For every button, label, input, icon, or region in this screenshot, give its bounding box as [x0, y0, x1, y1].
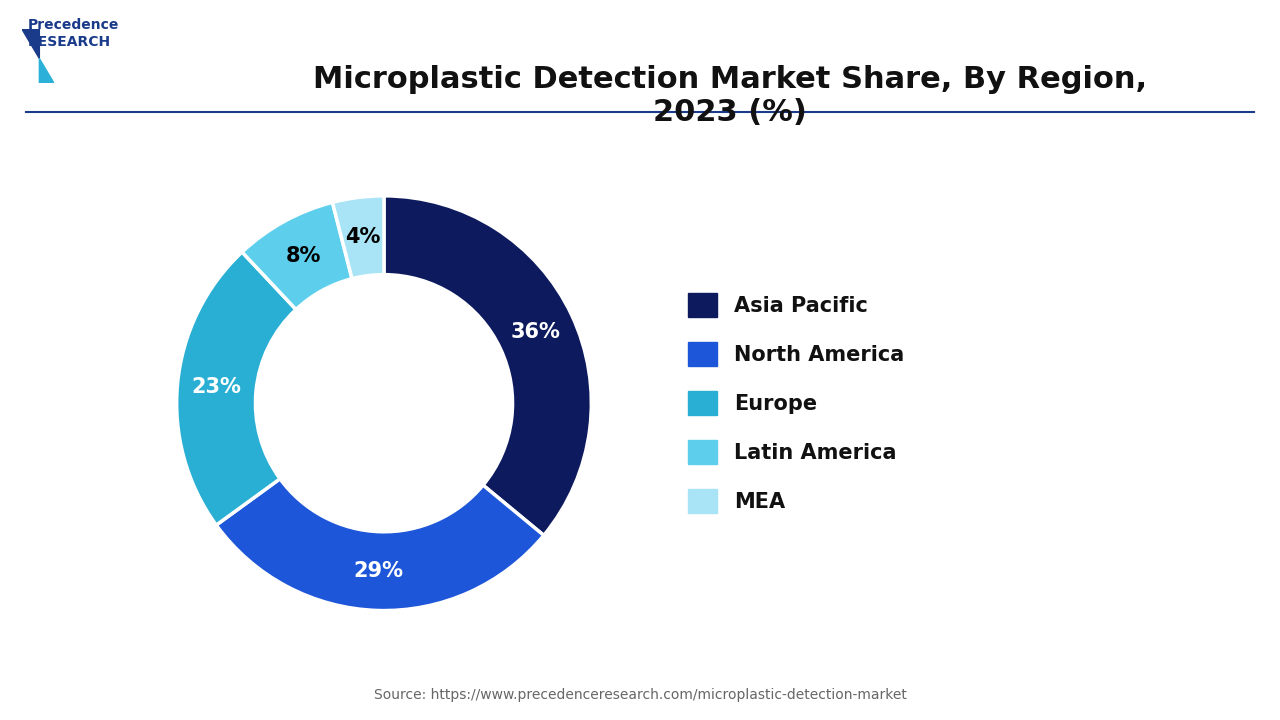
Wedge shape: [216, 479, 544, 611]
Text: Precedence
RESEARCH: Precedence RESEARCH: [28, 18, 119, 49]
Text: 29%: 29%: [353, 561, 403, 581]
Wedge shape: [177, 252, 296, 525]
Text: 36%: 36%: [511, 322, 561, 342]
Polygon shape: [40, 58, 54, 83]
Text: 23%: 23%: [192, 377, 242, 397]
Wedge shape: [333, 196, 384, 279]
Polygon shape: [22, 29, 40, 58]
Text: 4%: 4%: [346, 227, 380, 246]
Text: 8%: 8%: [285, 246, 321, 266]
Wedge shape: [384, 196, 591, 536]
Text: Source: https://www.precedenceresearch.com/microplastic-detection-market: Source: https://www.precedenceresearch.c…: [374, 688, 906, 702]
Wedge shape: [242, 202, 352, 310]
Text: Microplastic Detection Market Share, By Region,
2023 (%): Microplastic Detection Market Share, By …: [312, 65, 1147, 127]
Legend: Asia Pacific, North America, Europe, Latin America, MEA: Asia Pacific, North America, Europe, Lat…: [680, 284, 913, 522]
